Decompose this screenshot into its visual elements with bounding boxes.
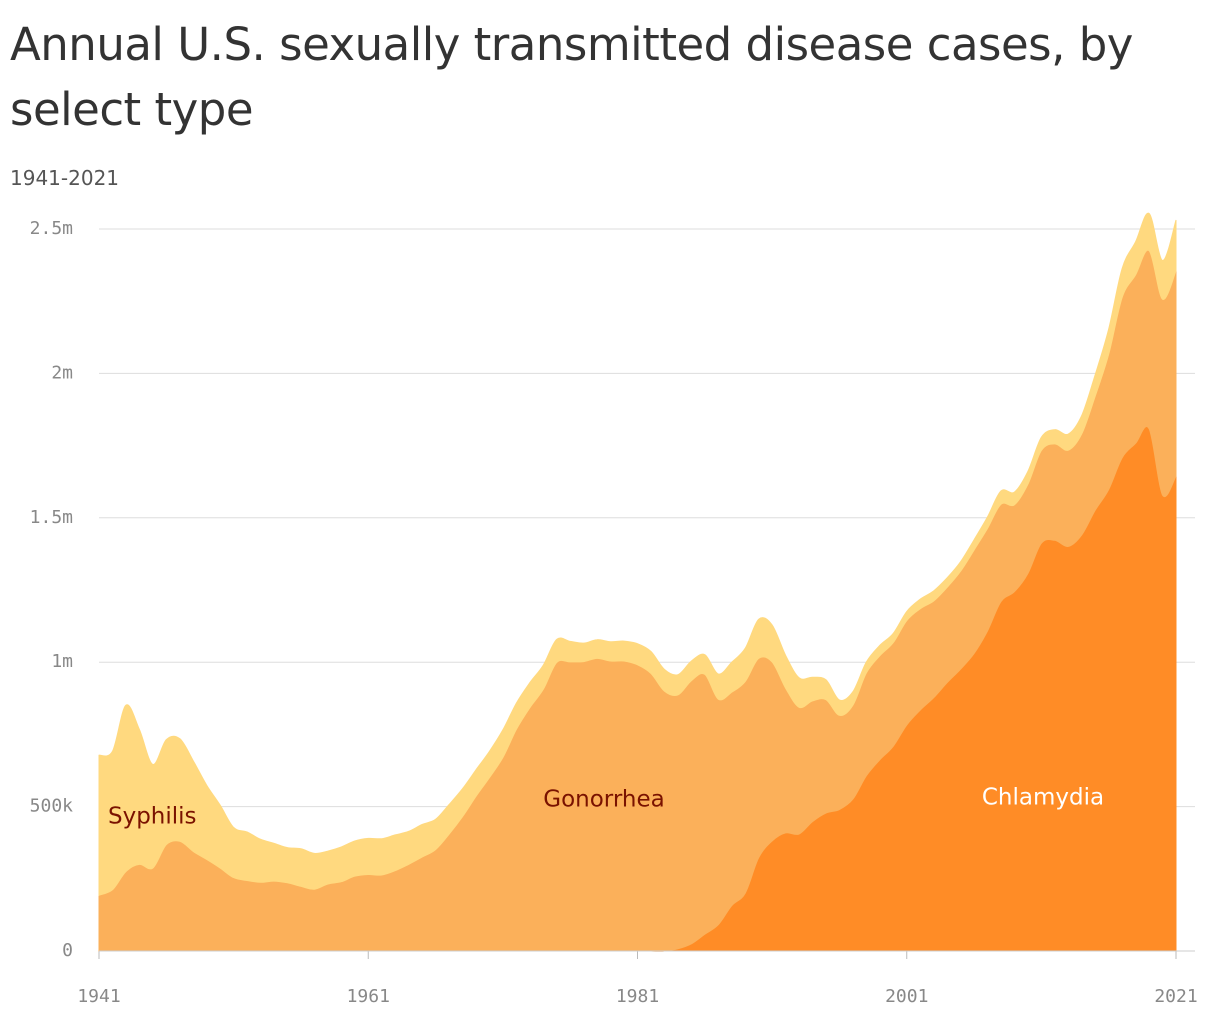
y-tick-label: 2.5m: [30, 218, 73, 239]
x-tick-label: 1941: [77, 986, 120, 1007]
x-tick-label: 1961: [347, 986, 390, 1007]
x-tick-label: 1981: [616, 986, 659, 1007]
area: [98, 212, 1177, 897]
x-tick-label: 2021: [1154, 986, 1197, 1007]
y-tick-label: 1.5m: [30, 507, 73, 528]
x-tick-label: 2001: [885, 986, 928, 1007]
series-label: Gonorrhea: [543, 787, 664, 813]
y-tick-label: 1m: [51, 651, 73, 672]
y-tick-label: 2m: [51, 362, 73, 383]
y-tick-label: 0: [62, 940, 73, 961]
y-tick-label: 500k: [30, 796, 74, 817]
chart-title: Annual U.S. sexually transmitted disease…: [10, 18, 1133, 136]
series-label: Syphilis: [108, 804, 197, 830]
chart-subtitle: 1941-2021: [10, 166, 120, 190]
series-label: Chlamydia: [982, 785, 1104, 811]
